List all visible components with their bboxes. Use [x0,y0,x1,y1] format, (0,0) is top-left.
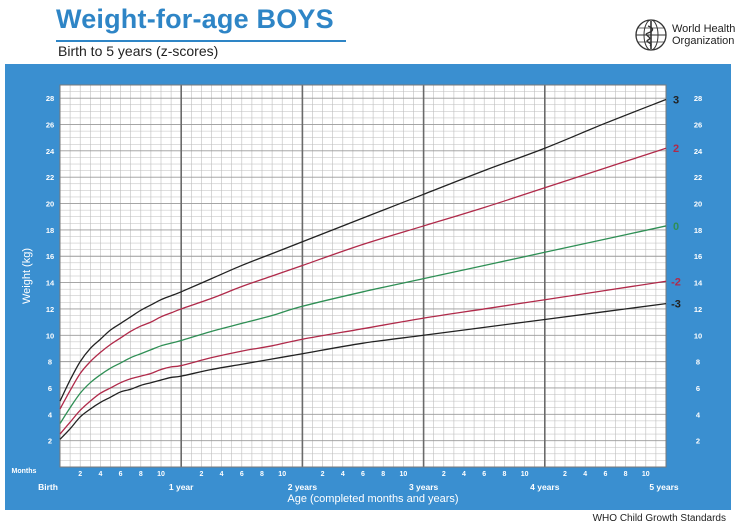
y-axis-label: Weight (kg) [21,248,33,304]
y-tick-label-right: 18 [694,226,702,235]
x-year-label: Birth [38,482,58,492]
x-month-tick-label: 2 [442,471,446,478]
y-tick-label-right: 8 [696,358,700,367]
y-tick-label-right: 24 [694,147,703,156]
who-text-line1: World Health [672,23,736,35]
footer-credit: WHO Child Growth Standards [592,513,726,524]
z-score-label-0: 0 [673,221,679,233]
y-tick-label-left: 22 [46,173,54,182]
y-tick-label-right: 12 [694,305,702,314]
y-tick-label-left: 2 [48,437,52,446]
x-month-tick-label: 4 [341,471,345,478]
x-month-tick-label: 6 [119,471,123,478]
x-year-label: 1 year [169,482,194,492]
y-tick-label-right: 22 [694,173,702,182]
who-emblem-icon [635,19,667,51]
x-month-tick-label: 2 [563,471,567,478]
x-month-tick-label: 4 [583,471,587,478]
x-year-label: 3 years [409,482,439,492]
x-year-label: 2 years [288,482,318,492]
y-tick-label-right: 14 [694,279,703,288]
x-month-tick-label: 8 [260,471,264,478]
z-score-curve-0 [59,225,667,424]
z-score-label-2: 2 [673,143,679,155]
y-tick-label-left: 16 [46,252,54,261]
y-tick-label-left: 18 [46,226,54,235]
x-month-tick-label: 4 [98,471,102,478]
y-tick-label-left: 20 [46,200,54,209]
y-tick-label-right: 26 [694,121,702,130]
who-text: World Health Organization [672,23,735,47]
z-score-label-3: 3 [673,94,679,106]
who-text-line2: Organization [672,35,735,47]
x-year-label: 4 years [530,482,560,492]
page-title: Weight-for-age BOYS [56,4,334,34]
x-month-tick-label: 6 [240,471,244,478]
z-score-label--3: -3 [671,299,681,311]
x-month-tick-label: 6 [603,471,607,478]
x-month-tick-label: 4 [220,471,224,478]
z-score-label--2: -2 [671,276,681,288]
y-tick-label-left: 8 [48,358,52,367]
x-month-tick-label: 8 [139,471,143,478]
y-tick-label-right: 2 [696,437,700,446]
y-tick-label-left: 14 [46,279,55,288]
page-subtitle: Birth to 5 years (z-scores) [58,43,219,59]
x-month-tick-label: 8 [624,471,628,478]
x-month-tick-label: 10 [278,471,286,478]
plot-border [59,84,667,468]
x-month-tick-label: 8 [381,471,385,478]
z-score-curve-3 [59,98,667,402]
x-axis-label: Age (completed months and years) [287,493,458,505]
x-month-tick-label: 4 [462,471,466,478]
y-tick-label-left: 10 [46,331,54,340]
y-tick-label-right: 16 [694,252,702,261]
y-tick-label-right: 28 [694,94,702,103]
y-tick-label-left: 4 [48,410,53,419]
x-month-tick-label: 2 [199,471,203,478]
z-score-curve--3 [59,303,667,440]
y-tick-label-left: 26 [46,121,54,130]
x-month-tick-label: 10 [157,471,165,478]
y-tick-label-left: 6 [48,384,52,393]
y-tick-label-right: 4 [696,410,701,419]
x-month-tick-label: 6 [482,471,486,478]
z-score-curve-2 [59,147,667,410]
x-month-tick-label: 10 [400,471,408,478]
x-month-tick-label: 2 [321,471,325,478]
x-month-tick-label: 10 [521,471,529,478]
who-logo: World Health Organization [634,18,735,52]
x-month-tick-label: 10 [642,471,650,478]
y-tick-label-right: 6 [696,384,700,393]
x-year-label: 5 years [649,482,679,492]
x-month-unit-label: Months [12,468,37,475]
y-tick-label-right: 10 [694,331,702,340]
y-tick-label-left: 24 [46,147,55,156]
y-tick-label-left: 28 [46,94,54,103]
y-tick-label-right: 20 [694,200,702,209]
z-score-curve--2 [59,280,667,435]
x-month-tick-label: 6 [361,471,365,478]
x-month-tick-label: 8 [502,471,506,478]
title-underline [56,40,346,42]
x-month-tick-label: 2 [78,471,82,478]
y-tick-label-left: 12 [46,305,54,314]
